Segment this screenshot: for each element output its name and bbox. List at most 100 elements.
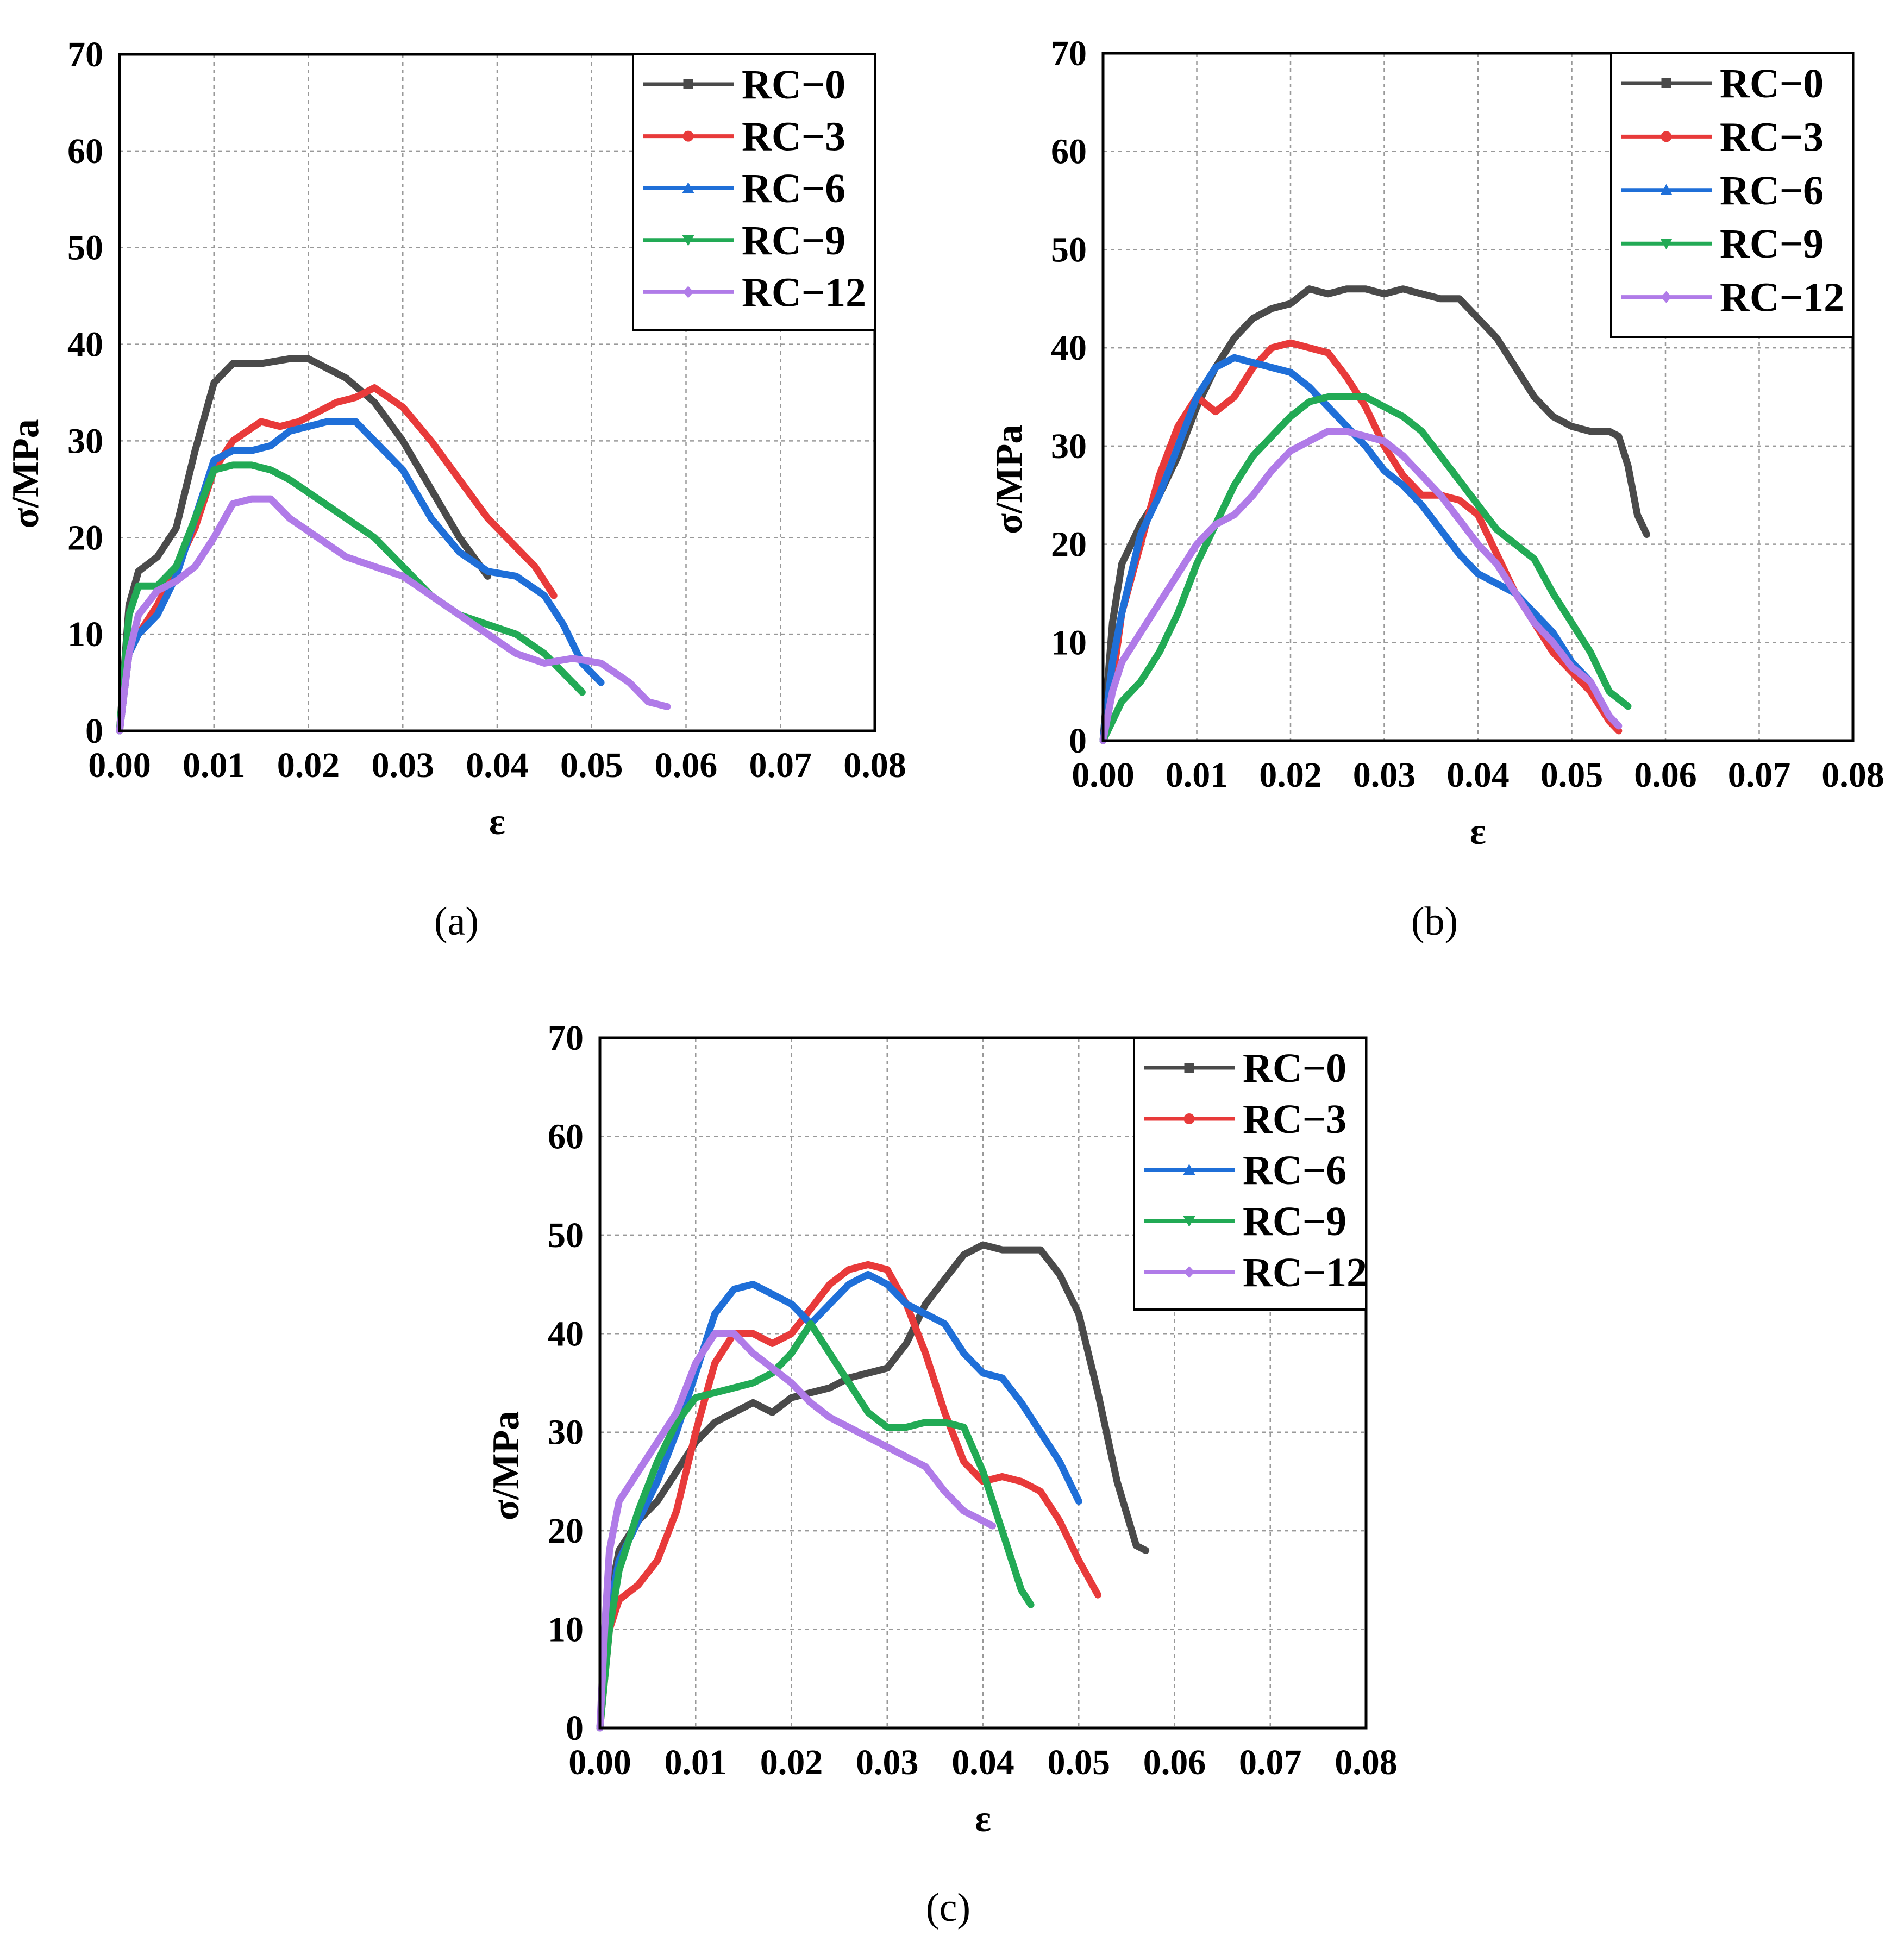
legend-label: RC−0: [742, 62, 845, 108]
grid: [120, 54, 875, 731]
series-group: [116, 355, 671, 735]
legend-label: RC−12: [742, 270, 866, 315]
x-tick-label: 0.04: [466, 746, 529, 785]
x-tick-label: 0.02: [277, 746, 340, 785]
legend-box: [1133, 1037, 1367, 1311]
x-tick-label: 0.03: [372, 746, 435, 785]
legend-marker: [1661, 78, 1671, 88]
y-tick-label: 20: [548, 1511, 584, 1551]
y-tick-label: 30: [67, 421, 103, 461]
legend-marker: [682, 235, 694, 246]
legend-label: RC−3: [1720, 114, 1824, 160]
y-tick-label: 40: [548, 1314, 584, 1354]
x-tick-label: 0.07: [749, 746, 812, 785]
y-tick-label: 0: [566, 1708, 584, 1748]
legend-label: RC−9: [1243, 1199, 1346, 1244]
y-tick-label: 50: [1051, 230, 1087, 270]
series-line-rc6: [116, 418, 605, 735]
x-tick-label: 0.01: [665, 1743, 728, 1782]
x-axis-label: ε: [1470, 811, 1486, 853]
x-tick-label: 0.03: [1353, 755, 1416, 795]
y-tick-label: 0: [85, 711, 103, 751]
legend-label: RC−3: [1243, 1097, 1346, 1142]
series-line-rc9: [596, 1320, 1035, 1732]
y-tick-label: 40: [67, 325, 103, 365]
series-line-rc0: [1099, 285, 1650, 744]
legend-marker: [1183, 1164, 1195, 1175]
series-line-rc6: [596, 1270, 1082, 1732]
series-line-rc9: [1099, 393, 1632, 744]
x-tick-label: 0.07: [1728, 755, 1791, 795]
y-tick-label: 70: [548, 1018, 584, 1058]
y-tick-label: 60: [1051, 132, 1087, 172]
x-tick-label: 0.04: [1446, 755, 1510, 795]
series-group: [1099, 285, 1650, 744]
legend-marker: [683, 79, 693, 89]
legend-marker: [1660, 239, 1673, 250]
y-tick-label: 10: [548, 1610, 584, 1650]
legend-marker: [682, 182, 694, 193]
legend-label: RC−3: [742, 114, 845, 160]
panel-caption: (b): [1411, 899, 1458, 944]
legend: RC−0 RC−3 RC−6 RC−9 RC−12: [632, 53, 876, 331]
legend-label: RC−12: [1243, 1250, 1367, 1295]
legend-label: RC−6: [1720, 168, 1824, 214]
x-tick-label: 0.02: [1259, 755, 1322, 795]
x-tick-label: 0.08: [1335, 1743, 1398, 1782]
x-tick-label: 0.00: [1072, 755, 1135, 795]
y-tick-label: 70: [67, 35, 103, 74]
y-tick-label: 60: [67, 131, 103, 171]
legend-box: [632, 53, 876, 331]
y-tick-label: 20: [67, 518, 103, 558]
plot-frame: [598, 1036, 1368, 1730]
x-tick-label: 0.06: [1634, 755, 1697, 795]
legend-label: RC−9: [742, 218, 845, 264]
series-line-rc12: [1099, 428, 1623, 744]
y-tick-label: 0: [1069, 721, 1087, 761]
legend: RC−0 RC−3 RC−6 RC−9 RC−12: [1133, 1037, 1367, 1311]
chart-panel-1: 0.00 0.01 0.02 0.03 0.04 0.05 0.06 0.07 0.08 0 10 2…: [988, 34, 1884, 944]
x-tick-label: 0.02: [760, 1743, 823, 1782]
x-tick-label: 0.05: [560, 746, 623, 785]
y-tick-label: 20: [1051, 525, 1087, 565]
y-axis-label: σ/MPa: [5, 419, 47, 528]
x-tick-label: 0.04: [951, 1743, 1014, 1782]
series-line-rc0: [596, 1241, 1150, 1732]
y-tick-label: 30: [1051, 427, 1087, 466]
series-line-rc0: [116, 355, 492, 735]
x-tick-label: 0.07: [1239, 1743, 1302, 1782]
x-tick-label: 0.05: [1048, 1743, 1111, 1782]
series-line-rc6: [1099, 354, 1594, 744]
legend-marker: [1661, 291, 1672, 303]
legend-marker: [1183, 1216, 1195, 1227]
legend-marker: [682, 130, 694, 142]
chart-panel-2: 0.00 0.01 0.02 0.03 0.04 0.05 0.06 0.07 0.08 0 10 2…: [485, 1018, 1398, 1930]
x-tick-label: 0.06: [655, 746, 718, 785]
series-line-rc12: [116, 495, 671, 735]
y-tick-label: 60: [548, 1117, 584, 1156]
x-tick-label: 0.08: [843, 746, 906, 785]
x-axis-label: ε: [489, 801, 505, 843]
y-tick-label: 30: [548, 1413, 584, 1452]
x-tick-label: 0.01: [183, 746, 246, 785]
y-tick-label: 50: [548, 1216, 584, 1255]
plot-frame: [118, 53, 876, 732]
chart-panel-0: 0.00 0.01 0.02 0.03 0.04 0.05 0.06 0.07 0.08 0 10 2…: [5, 35, 906, 944]
legend-label: RC−12: [1720, 275, 1844, 321]
x-axis-label: ε: [975, 1798, 991, 1840]
x-tick-label: 0.00: [568, 1743, 631, 1782]
legend-label: RC−6: [742, 166, 845, 211]
x-tick-label: 0.08: [1821, 755, 1884, 795]
legend-marker: [1183, 1266, 1195, 1278]
y-tick-label: 50: [67, 228, 103, 268]
legend-label: RC−0: [1720, 61, 1824, 107]
x-tick-label: 0.06: [1143, 1743, 1206, 1782]
x-tick-label: 0.00: [88, 746, 151, 785]
legend-box: [1610, 52, 1854, 338]
y-axis-label: σ/MPa: [988, 425, 1030, 534]
legend-label: RC−6: [1243, 1148, 1346, 1193]
y-tick-label: 10: [1051, 623, 1087, 662]
y-axis-label: σ/MPa: [485, 1411, 527, 1520]
x-tick-label: 0.05: [1540, 755, 1604, 795]
